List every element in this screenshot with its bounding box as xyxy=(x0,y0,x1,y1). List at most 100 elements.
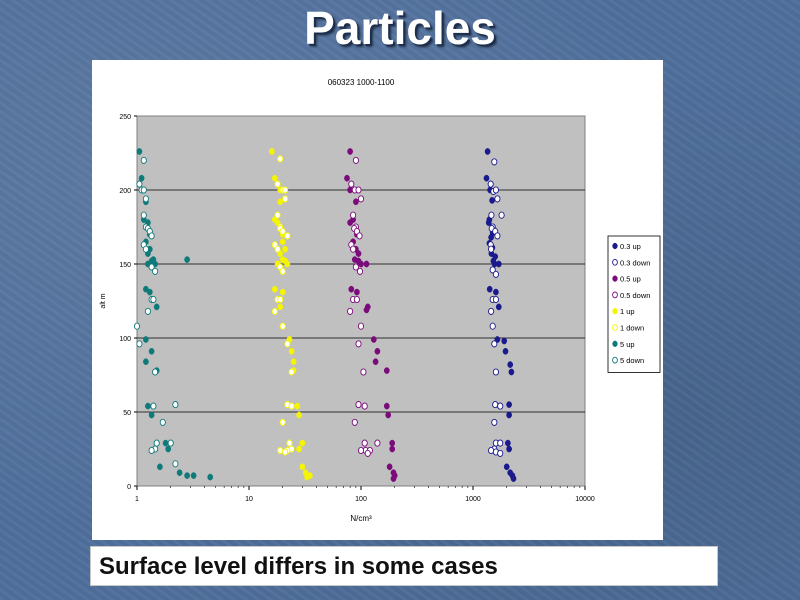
data-point xyxy=(288,347,295,355)
data-point xyxy=(358,260,364,268)
data-point xyxy=(299,439,306,447)
data-point xyxy=(162,439,169,447)
data-point xyxy=(497,402,504,410)
data-point xyxy=(277,198,284,206)
data-point xyxy=(357,195,365,203)
data-point xyxy=(390,475,397,482)
data-point xyxy=(148,232,155,240)
data-point xyxy=(351,418,358,426)
legend-label: 1 up xyxy=(620,307,635,316)
x-tick-label: 10 xyxy=(245,496,253,503)
data-point xyxy=(277,446,284,455)
data-point xyxy=(483,174,490,182)
x-tick-label: 100 xyxy=(355,496,367,503)
data-point xyxy=(350,211,357,219)
data-point xyxy=(282,448,289,456)
data-point xyxy=(184,472,190,479)
x-tick-label: 10000 xyxy=(575,496,595,503)
data-point xyxy=(507,361,514,368)
data-point xyxy=(506,445,512,453)
data-point xyxy=(363,260,370,268)
data-point xyxy=(360,368,367,376)
series-0-3-up xyxy=(483,148,517,482)
legend-label: 5 up xyxy=(620,340,635,349)
data-point xyxy=(296,411,302,419)
y-tick-label: 50 xyxy=(123,410,131,417)
data-point xyxy=(136,148,143,155)
legend: 0.3 up 0.3 down 0.5 up 0.5 down 1 up 1 down 5 … xyxy=(607,235,661,373)
data-point xyxy=(492,401,499,409)
data-point xyxy=(159,418,166,426)
data-point xyxy=(352,263,359,271)
data-point xyxy=(148,411,155,419)
data-point xyxy=(494,232,501,240)
data-point xyxy=(271,307,278,315)
data-point xyxy=(383,367,390,374)
data-point xyxy=(277,303,284,311)
legend-label: 0.5 up xyxy=(620,275,641,284)
data-point xyxy=(142,245,149,253)
data-point xyxy=(489,322,496,330)
series-0-3-down xyxy=(487,158,505,457)
data-point xyxy=(356,232,363,240)
data-point xyxy=(172,460,179,468)
data-point xyxy=(140,211,147,219)
data-point xyxy=(503,463,510,471)
data-point xyxy=(488,245,495,253)
data-point xyxy=(510,475,517,482)
y-axis-label: alt m xyxy=(100,293,107,308)
data-point xyxy=(299,463,306,471)
data-point xyxy=(350,245,357,253)
chart-title: 060323 1000-1100 xyxy=(328,78,395,87)
data-point xyxy=(150,295,157,304)
data-point xyxy=(138,174,145,182)
data-point xyxy=(488,307,495,315)
data-point xyxy=(361,402,368,410)
data-point xyxy=(190,472,197,479)
axes: 0 50 100 150 200 250 1 10 100 1000 10000 xyxy=(119,114,595,503)
data-point xyxy=(284,260,291,268)
data-point xyxy=(207,473,214,481)
data-point xyxy=(347,148,353,155)
data-point xyxy=(374,347,381,355)
series-5-down xyxy=(133,156,179,468)
legend-marker xyxy=(612,242,618,250)
data-point xyxy=(344,174,350,182)
data-point xyxy=(144,307,151,315)
data-point xyxy=(352,156,359,164)
data-point xyxy=(282,245,288,253)
data-point xyxy=(355,340,362,348)
data-point xyxy=(370,336,377,343)
data-point xyxy=(282,186,289,194)
data-point xyxy=(172,401,179,409)
data-point xyxy=(140,186,147,194)
data-point xyxy=(279,227,286,235)
y-tick-label: 200 xyxy=(119,188,131,195)
data-point xyxy=(354,288,360,296)
data-point xyxy=(488,234,494,241)
data-point xyxy=(502,347,509,355)
data-point xyxy=(357,322,365,330)
data-point xyxy=(279,288,286,296)
data-point xyxy=(495,303,502,311)
legend-marker xyxy=(612,258,618,266)
data-point xyxy=(497,449,504,457)
data-point xyxy=(363,306,370,314)
data-point xyxy=(348,180,355,188)
y-tick-label: 100 xyxy=(119,336,131,343)
legend-label: 1 down xyxy=(620,324,644,333)
data-point xyxy=(294,402,301,410)
data-point xyxy=(304,473,310,481)
data-point xyxy=(386,463,393,471)
y-tick-label: 250 xyxy=(119,114,131,121)
data-point xyxy=(348,285,355,293)
legend-marker xyxy=(612,324,618,331)
legend-label: 0.3 up xyxy=(620,242,641,251)
data-point xyxy=(146,288,153,296)
data-point xyxy=(145,402,151,410)
data-point xyxy=(140,156,147,164)
legend-marker xyxy=(612,275,618,282)
legend-marker xyxy=(612,356,618,364)
data-point xyxy=(486,285,493,293)
data-point xyxy=(389,445,396,453)
